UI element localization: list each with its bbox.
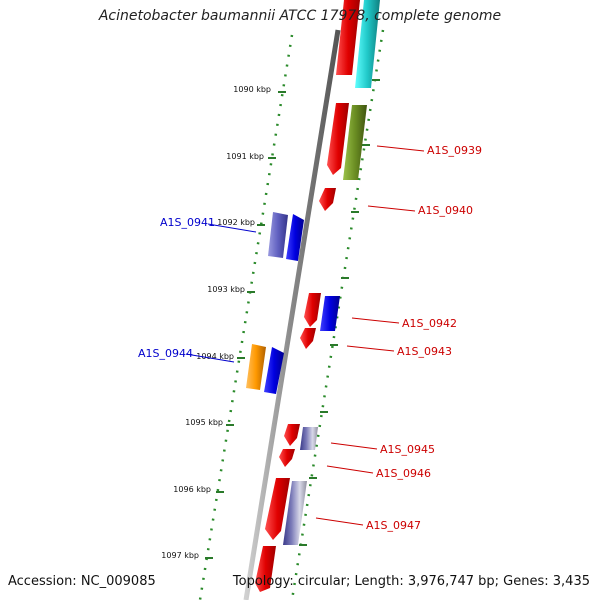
- gene-arrow[interactable]: [284, 424, 300, 446]
- gene-labels: A1S_0939 A1S_0940 A1S_0941 A1S_0942 A1S_…: [138, 144, 482, 532]
- gene-arrow[interactable]: [355, 0, 380, 88]
- gene-arrow[interactable]: [264, 347, 284, 394]
- axis-tick-label: 1093 kbp: [207, 285, 245, 294]
- callout-line: [326, 465, 374, 474]
- gene-arrow[interactable]: [265, 478, 290, 540]
- callout-line: [185, 353, 235, 363]
- genes-left-strand: [246, 212, 304, 394]
- gene-arrow[interactable]: [343, 105, 367, 180]
- gene-arrow[interactable]: [279, 449, 295, 467]
- gene-label-a1s-0939[interactable]: A1S_0939: [427, 144, 482, 157]
- gene-arrow[interactable]: [268, 212, 288, 258]
- topology-text: Topology: circular; Length: 3,976,747 bp…: [232, 574, 590, 589]
- axis-tick-label: 1097 kbp: [161, 551, 199, 560]
- callout-line: [207, 223, 257, 233]
- gene-arrow[interactable]: [319, 188, 336, 211]
- gene-arrow[interactable]: [286, 214, 304, 261]
- gene-label-a1s-0945[interactable]: A1S_0945: [380, 443, 435, 456]
- accession-text: Accession: NC_009085: [8, 574, 156, 589]
- callout-line: [376, 145, 425, 152]
- axis-ticks: 1090 kbp 1091 kbp 1092 kbp 1093 kbp 1094…: [161, 79, 380, 560]
- callout-line: [346, 345, 395, 352]
- callout-line: [315, 517, 364, 526]
- gene-arrow[interactable]: [300, 328, 316, 349]
- gene-label-a1s-0943[interactable]: A1S_0943: [397, 345, 452, 358]
- gene-label-a1s-0940[interactable]: A1S_0940: [418, 204, 473, 217]
- axis-tick-label: 1090 kbp: [233, 85, 271, 94]
- gene-arrow[interactable]: [283, 481, 307, 545]
- gene-arrow[interactable]: [327, 103, 349, 175]
- axis-tick-label: 1091 kbp: [226, 152, 264, 161]
- gene-label-a1s-0944[interactable]: A1S_0944: [138, 347, 193, 360]
- genes-right-strand: [255, 0, 380, 592]
- gene-arrow[interactable]: [300, 427, 318, 450]
- axis-tick-label: 1094 kbp: [196, 352, 234, 361]
- gene-label-a1s-0941[interactable]: A1S_0941: [160, 216, 215, 229]
- gene-arrow[interactable]: [304, 293, 321, 327]
- gene-label-a1s-0946[interactable]: A1S_0946: [376, 467, 431, 480]
- callout-lines: [185, 145, 425, 526]
- gene-arrow[interactable]: [246, 344, 266, 390]
- callout-line: [330, 442, 378, 450]
- axis-tick-label: 1095 kbp: [185, 418, 223, 427]
- gene-arrow[interactable]: [336, 0, 360, 75]
- callout-line: [367, 205, 416, 212]
- gene-label-a1s-0942[interactable]: A1S_0942: [402, 317, 457, 330]
- genome-axis: [243, 29, 341, 601]
- axis-tick-label: 1096 kbp: [173, 485, 211, 494]
- axis-tick-label: 1092 kbp: [217, 218, 255, 227]
- gene-arrow[interactable]: [320, 296, 340, 331]
- gene-label-a1s-0947[interactable]: A1S_0947: [366, 519, 421, 532]
- gene-arrow[interactable]: [255, 546, 276, 592]
- right-guide-line: [290, 29, 385, 601]
- callout-line: [351, 317, 400, 324]
- map-title: Acinetobacter baumannii ATCC 17978, comp…: [98, 8, 502, 24]
